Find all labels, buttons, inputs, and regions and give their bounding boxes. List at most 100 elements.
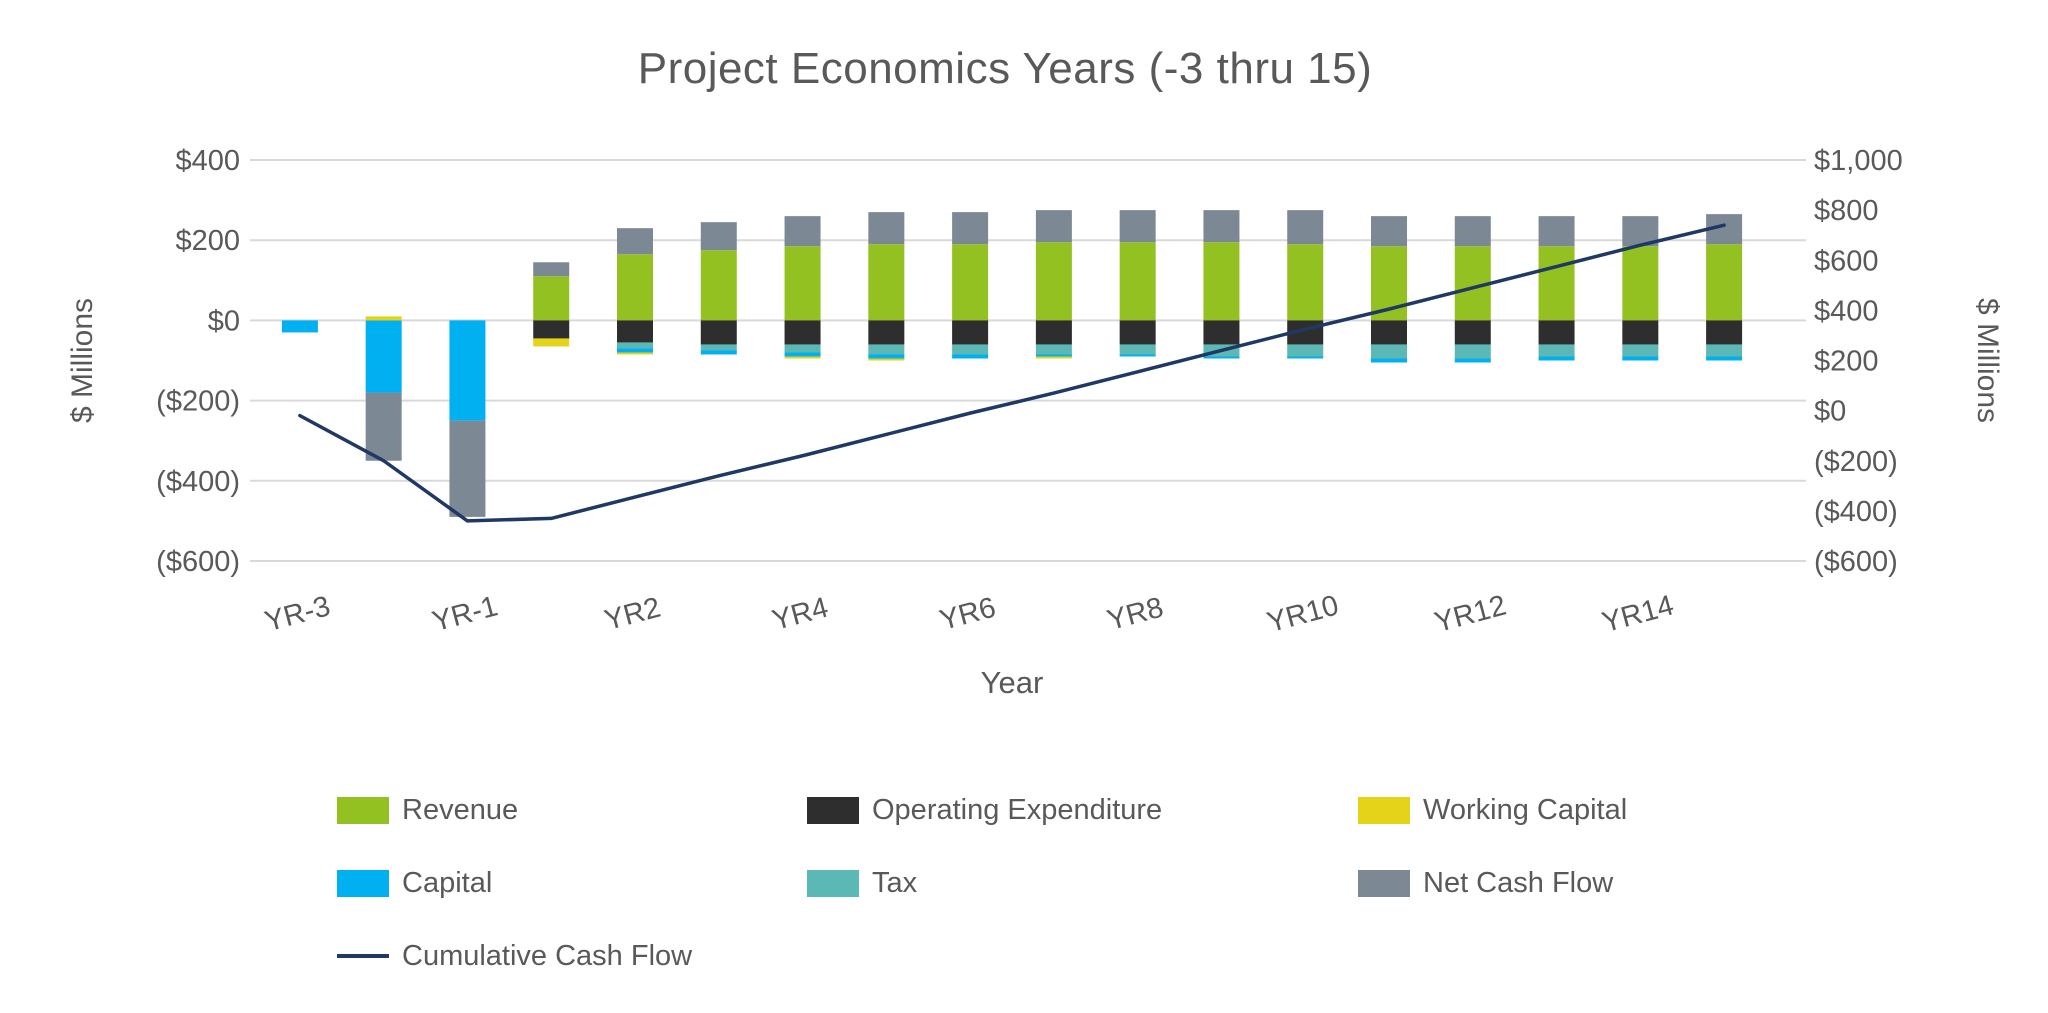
bar-segment-capital bbox=[1622, 356, 1659, 361]
x-tick-label: YR14 bbox=[1599, 589, 1677, 639]
bar-segment-revenue bbox=[1538, 246, 1575, 321]
bar-segment-capital bbox=[1454, 358, 1491, 363]
bar-segment-operating-expenditure bbox=[1035, 320, 1072, 345]
bar-segment-capital bbox=[617, 348, 653, 353]
left-axis-tick-label: ($200) bbox=[156, 386, 240, 418]
bar-segment-capital bbox=[1035, 354, 1072, 357]
x-axis-title: Year bbox=[981, 665, 1044, 700]
left-axis-title: $ Millions bbox=[66, 298, 99, 423]
chart-legend: Revenue Operating Expenditure Working Capi… bbox=[337, 792, 1918, 974]
bar-segment-operating-expenditure bbox=[1371, 320, 1407, 345]
bar-segment-net-cash-flow bbox=[1035, 210, 1072, 243]
bar-segment-capital bbox=[1119, 354, 1156, 357]
bar-segment-capital bbox=[700, 350, 737, 355]
x-tick-label: YR8 bbox=[1104, 592, 1167, 638]
legend-swatch-capital bbox=[337, 869, 389, 897]
right-axis-tick-label: $400 bbox=[1814, 295, 1879, 327]
left-axis-tick-label: ($600) bbox=[156, 546, 240, 578]
bar-segment-operating-expenditure bbox=[700, 320, 737, 345]
bar-segment-net-cash-flow bbox=[952, 212, 989, 245]
bar-segment-tax bbox=[1706, 344, 1743, 357]
right-axis-tick-label: ($400) bbox=[1814, 496, 1898, 528]
bar-segment-tax bbox=[1035, 344, 1072, 355]
bar-segment-capital bbox=[868, 354, 905, 359]
bar-segment-revenue bbox=[1119, 242, 1156, 321]
bar-segment-net-cash-flow bbox=[784, 216, 821, 247]
legend-item-net-cash-flow: Net Cash Flow bbox=[1358, 865, 1918, 901]
legend-label-cumulative-cash-flow: Cumulative Cash Flow bbox=[402, 939, 693, 972]
bar-segment-tax bbox=[784, 344, 821, 353]
bar-segment-tax bbox=[1287, 344, 1324, 357]
bar-segment-revenue bbox=[1706, 244, 1743, 321]
cumulative-cash-flow-line bbox=[298, 223, 1726, 523]
legend-label-capital: Capital bbox=[402, 866, 493, 899]
legend-swatch-cumulative-cash-flow bbox=[337, 954, 389, 958]
legend-swatch-net-cash-flow bbox=[1358, 869, 1410, 897]
legend-item-tax: Tax bbox=[807, 865, 1358, 901]
legend-item-operating-expenditure: Operating Expenditure bbox=[807, 792, 1358, 828]
bar-segment-operating-expenditure bbox=[1203, 320, 1240, 345]
legend-swatch-tax bbox=[807, 869, 859, 897]
bar-segment-operating-expenditure bbox=[1622, 320, 1659, 345]
bar-segment-tax bbox=[700, 344, 737, 351]
bar-segment-net-cash-flow bbox=[449, 420, 486, 517]
bar-segment-revenue bbox=[784, 246, 821, 321]
x-tick-label: YR2 bbox=[601, 592, 664, 638]
bar-segment-revenue bbox=[1203, 242, 1240, 321]
right-axis-tick-label: $0 bbox=[1814, 396, 1846, 428]
legend-item-cumulative-cash-flow: Cumulative Cash Flow bbox=[337, 938, 807, 974]
right-axis-tick-label: ($600) bbox=[1814, 546, 1898, 578]
right-axis-tick-label: $600 bbox=[1814, 245, 1879, 277]
right-axis-tick-label: $1,000 bbox=[1814, 145, 1903, 177]
legend-label-net-cash-flow: Net Cash Flow bbox=[1423, 866, 1614, 899]
legend-label-working-capital: Working Capital bbox=[1423, 793, 1628, 826]
legend-item-revenue: Revenue bbox=[337, 792, 807, 828]
x-tick-label: YR10 bbox=[1264, 589, 1342, 639]
bar-segment-tax bbox=[617, 342, 653, 349]
x-tick-label: YR-3 bbox=[262, 590, 334, 638]
bar-segment-revenue bbox=[1287, 244, 1324, 321]
bar-segment-net-cash-flow bbox=[365, 392, 402, 461]
left-axis-tick-label: ($400) bbox=[156, 466, 240, 498]
x-tick-label: YR-1 bbox=[429, 590, 501, 638]
right-axis-tick-label: ($200) bbox=[1814, 446, 1898, 478]
right-axis-tick-label: $800 bbox=[1814, 195, 1879, 227]
x-tick-label: YR4 bbox=[769, 592, 832, 638]
bar-segment-operating-expenditure bbox=[952, 320, 989, 345]
bar-segment-revenue bbox=[700, 250, 737, 321]
bar-segment-operating-expenditure bbox=[1706, 320, 1743, 345]
chart-title: Project Economics Years (-3 thru 15) bbox=[637, 44, 1373, 93]
bar-segment-capital bbox=[281, 320, 318, 333]
bar-segment-working-capital bbox=[533, 338, 570, 347]
bar-segment-capital bbox=[365, 320, 402, 393]
bar-segment-revenue bbox=[1035, 242, 1072, 321]
bar-segment-working-capital bbox=[1035, 356, 1072, 359]
legend-label-revenue: Revenue bbox=[402, 793, 519, 826]
bar-segment-net-cash-flow bbox=[1454, 216, 1491, 247]
bar-segment-working-capital bbox=[365, 316, 402, 321]
x-tick-label: YR6 bbox=[936, 592, 999, 638]
bar-segment-net-cash-flow bbox=[1287, 210, 1324, 245]
bar-segment-working-capital bbox=[868, 358, 905, 361]
legend-swatch-operating-expenditure bbox=[807, 796, 859, 824]
bar-segment-tax bbox=[952, 344, 989, 355]
bar-segment-capital bbox=[449, 320, 486, 421]
bar-segment-net-cash-flow bbox=[533, 262, 570, 277]
legend-label-tax: Tax bbox=[872, 866, 918, 899]
bar-segment-operating-expenditure bbox=[784, 320, 821, 345]
legend-swatch-revenue bbox=[337, 796, 389, 824]
bar-segment-capital bbox=[784, 352, 821, 357]
bar-segment-operating-expenditure bbox=[533, 320, 570, 339]
bar-segment-net-cash-flow bbox=[700, 222, 737, 251]
bar-segment-operating-expenditure bbox=[1454, 320, 1491, 345]
bar-segment-revenue bbox=[952, 244, 989, 321]
bar-segment-operating-expenditure bbox=[1538, 320, 1575, 345]
right-axis-title: $ Millions bbox=[1971, 298, 2004, 423]
legend-swatch-working-capital bbox=[1358, 796, 1410, 824]
bar-segment-tax bbox=[1622, 344, 1659, 357]
bar-segment-tax bbox=[1119, 344, 1156, 355]
legend-item-capital: Capital bbox=[337, 865, 807, 901]
bar-segment-operating-expenditure bbox=[868, 320, 905, 345]
bar-segment-revenue bbox=[868, 244, 905, 321]
